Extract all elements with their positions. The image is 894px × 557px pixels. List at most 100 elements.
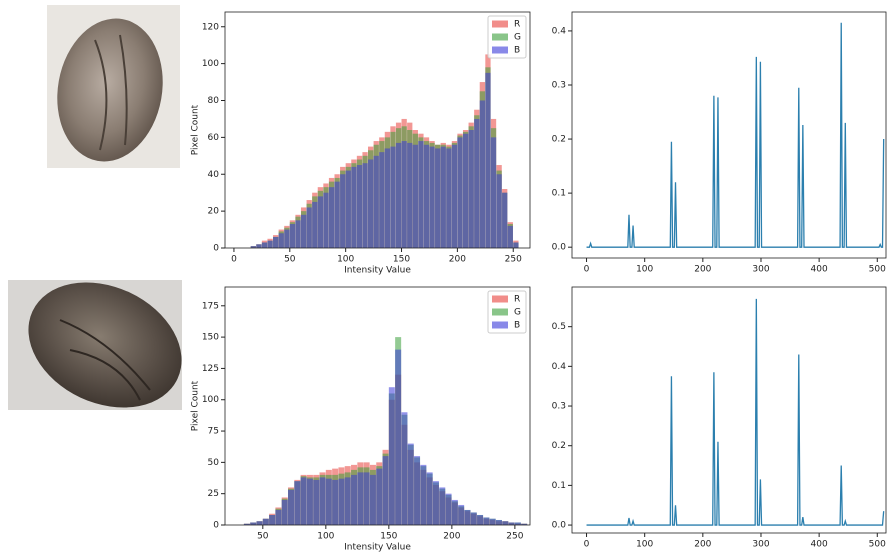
bar bbox=[489, 518, 496, 525]
bar bbox=[513, 242, 519, 248]
legend-swatch bbox=[492, 20, 508, 28]
x-tick-label: 200 bbox=[443, 532, 460, 542]
bar bbox=[446, 148, 452, 248]
x-tick-label: 150 bbox=[380, 532, 397, 542]
legend-label: G bbox=[514, 33, 521, 43]
bar bbox=[435, 148, 441, 248]
y-tick-label: 120 bbox=[202, 22, 219, 32]
x-tick-label: 0 bbox=[584, 265, 590, 275]
bar bbox=[363, 472, 370, 525]
legend-label: G bbox=[514, 308, 521, 318]
legend-swatch bbox=[492, 33, 508, 41]
y-tick-label: 0.2 bbox=[552, 441, 566, 451]
y-tick-label: 25 bbox=[208, 489, 219, 499]
chart-panel: 0 100 200 300 400 500 0.0 0.1 0.2 0.3 0.4 bbox=[552, 11, 887, 275]
bar bbox=[300, 214, 307, 248]
bar bbox=[423, 144, 430, 248]
bar bbox=[445, 493, 452, 525]
bar bbox=[281, 499, 288, 525]
chart-panel: 0 50 100 150 200 250 0 20 40 60 80 100 120 Intensity … bbox=[191, 11, 531, 276]
x-tick-label: 100 bbox=[317, 532, 334, 542]
bar bbox=[432, 481, 439, 525]
bar bbox=[273, 236, 279, 248]
bar bbox=[521, 523, 528, 525]
x-tick-label: 100 bbox=[337, 255, 354, 265]
legend-swatch bbox=[492, 295, 508, 303]
bar bbox=[412, 144, 418, 248]
bar bbox=[340, 174, 346, 248]
y-tick-label: 0.4 bbox=[552, 26, 567, 36]
bar bbox=[490, 137, 497, 248]
bar bbox=[395, 142, 402, 248]
legend: RGB bbox=[487, 290, 527, 334]
x-tick-label: 250 bbox=[505, 255, 522, 265]
bar bbox=[351, 166, 357, 248]
y-tick-label: 0.1 bbox=[552, 481, 566, 491]
y-axis-label: Pixel Count bbox=[191, 380, 201, 431]
bar bbox=[351, 474, 358, 525]
bar bbox=[288, 489, 295, 525]
y-tick-label: 0.2 bbox=[552, 135, 566, 145]
bar bbox=[464, 509, 471, 525]
bar bbox=[256, 521, 263, 525]
bar bbox=[344, 477, 351, 525]
bar bbox=[470, 512, 477, 525]
bar bbox=[414, 456, 421, 525]
bar bbox=[407, 142, 413, 248]
y-tick-label: 80 bbox=[208, 96, 220, 106]
bar bbox=[338, 478, 345, 525]
bar bbox=[502, 192, 508, 248]
bar bbox=[401, 412, 408, 525]
axes-frame bbox=[224, 286, 531, 526]
legend-swatch bbox=[492, 46, 508, 54]
y-tick-label: 0 bbox=[213, 244, 219, 254]
axes-frame bbox=[571, 11, 887, 259]
x-tick-label: 50 bbox=[284, 255, 296, 265]
legend-swatch bbox=[492, 321, 508, 329]
y-tick-label: 175 bbox=[202, 301, 219, 311]
bar bbox=[267, 240, 273, 248]
y-tick-label: 0.5 bbox=[552, 322, 566, 332]
x-tick-label: 200 bbox=[694, 540, 711, 550]
y-tick-label: 0 bbox=[213, 521, 219, 531]
bar bbox=[429, 146, 435, 248]
bar bbox=[334, 181, 340, 248]
x-tick-label: 100 bbox=[636, 540, 653, 550]
bar bbox=[294, 481, 301, 525]
axes-frame bbox=[224, 11, 531, 249]
line-series bbox=[586, 298, 885, 526]
y-tick-label: 40 bbox=[208, 170, 220, 180]
x-tick-label: 100 bbox=[636, 265, 653, 275]
bar bbox=[313, 479, 320, 525]
x-tick-label: 0 bbox=[231, 255, 237, 265]
bar bbox=[451, 144, 458, 248]
bar bbox=[306, 207, 312, 248]
x-tick-label: 400 bbox=[811, 540, 828, 550]
bar bbox=[269, 514, 276, 525]
bar bbox=[368, 159, 374, 248]
x-axis-label: Intensity Value bbox=[344, 266, 411, 276]
x-tick-label: 150 bbox=[393, 255, 410, 265]
x-tick-label: 200 bbox=[694, 265, 711, 275]
bar bbox=[278, 233, 284, 248]
x-tick-label: 50 bbox=[257, 532, 269, 542]
bar bbox=[357, 472, 364, 525]
x-tick-label: 300 bbox=[752, 540, 769, 550]
bar bbox=[325, 478, 332, 525]
x-tick-label: 500 bbox=[869, 540, 886, 550]
legend-swatch bbox=[492, 308, 508, 316]
bar bbox=[317, 196, 324, 248]
y-tick-label: 125 bbox=[202, 364, 219, 374]
bar bbox=[458, 504, 465, 525]
bar bbox=[388, 387, 395, 525]
bar bbox=[289, 224, 296, 248]
bar bbox=[457, 137, 463, 248]
bar bbox=[496, 174, 502, 248]
bar bbox=[345, 170, 351, 248]
bar bbox=[407, 443, 414, 525]
x-axis-label: Intensity Value bbox=[344, 543, 411, 553]
bar bbox=[382, 456, 389, 525]
legend: RGB bbox=[487, 15, 527, 59]
chart-panel: 0 100 200 300 400 500 0.0 0.1 0.2 0.3 0.4 0.5 bbox=[552, 286, 887, 550]
bar bbox=[362, 163, 368, 248]
